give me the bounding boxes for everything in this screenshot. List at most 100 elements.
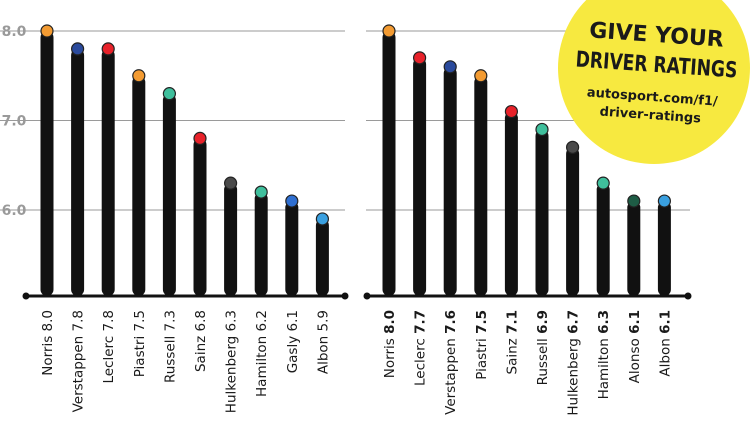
- rating-value: 5.9: [315, 310, 331, 331]
- driver-rating-label: Verstappen 7.8: [71, 310, 87, 412]
- driver-rating-label: Norris 8.0: [40, 310, 56, 376]
- driver-name: Hulkenberg: [566, 334, 582, 416]
- driver-rating-label: Verstappen 7.6: [443, 310, 459, 415]
- bar: [162, 93, 176, 297]
- team-color-dot: [627, 194, 641, 208]
- promo-badge-circle[interactable]: [558, 0, 750, 164]
- team-color-dot: [132, 69, 146, 83]
- driver-ratings-promo-badge[interactable]: GIVE YOUR DRIVER RATINGS autosport.com/f…: [558, 0, 750, 164]
- team-color-dot: [224, 176, 238, 190]
- driver-name: Hamilton: [254, 331, 270, 396]
- team-color-dot: [40, 24, 54, 38]
- rating-value: 7.1: [504, 310, 520, 334]
- bar: [315, 218, 329, 296]
- driver-rating-label: Norris 8.0: [382, 310, 398, 378]
- axis-end-dot: [684, 292, 692, 300]
- rating-value: 6.2: [254, 310, 270, 331]
- driver-rating-label: Albon 6.1: [657, 310, 673, 377]
- driver-rating-label: Piastri 7.5: [132, 310, 148, 377]
- axis-end-dot: [341, 292, 349, 300]
- team-color-dot: [254, 185, 268, 199]
- axis-end-dot: [22, 292, 30, 300]
- driver-name: Norris: [40, 331, 56, 375]
- bar: [285, 201, 299, 296]
- driver-name: Verstappen: [443, 334, 459, 415]
- driver-rating-label: Hulkenberg 6.3: [224, 310, 240, 413]
- team-color-dot: [565, 140, 580, 154]
- bar: [101, 48, 115, 297]
- chart-reader-ratings: Norris 8.0 Leclerc 7.7 Verstappen 7.6 Piast…: [363, 24, 692, 416]
- y-tick-label: 7.0: [2, 114, 27, 130]
- team-color-dot: [596, 176, 610, 190]
- team-color-dot: [657, 194, 672, 208]
- rating-value: 6.9: [535, 310, 551, 334]
- rating-value: 8.0: [40, 310, 56, 331]
- bar: [535, 129, 549, 296]
- driver-rating-label: Hamilton 6.3: [596, 310, 612, 399]
- rating-value: 8.0: [382, 310, 398, 334]
- driver-rating-label: Russell 6.9: [535, 310, 551, 385]
- team-color-dot: [285, 194, 299, 208]
- bar: [382, 31, 396, 296]
- rating-value: 6.3: [596, 310, 612, 334]
- y-tick-label: 8.0: [2, 24, 27, 40]
- driver-name: Piastri: [474, 334, 490, 380]
- bar: [657, 201, 671, 296]
- y-tick-label: 6.0: [2, 203, 27, 219]
- bar: [474, 75, 488, 296]
- driver-name: Hamilton: [596, 334, 612, 399]
- bar: [627, 201, 641, 296]
- rating-value: 6.1: [657, 310, 673, 334]
- driver-name: Verstappen: [71, 331, 87, 412]
- driver-name: Piastri: [132, 331, 148, 377]
- driver-rating-label: Hamilton 6.2: [254, 310, 270, 397]
- driver-name: Sainz: [504, 334, 520, 375]
- driver-rating-label: Hulkenberg 6.7: [566, 310, 582, 416]
- rating-value: 6.8: [193, 310, 209, 331]
- chart-editor-ratings: 8.0 7.0 6.0 Norris 8.0 Verstappen 7.8 Leclerc…: [0, 24, 349, 413]
- bar: [504, 111, 518, 296]
- bar: [413, 57, 427, 296]
- driver-name: Leclerc: [101, 331, 117, 383]
- driver-name: Albon: [657, 334, 673, 377]
- team-color-dot: [315, 212, 329, 226]
- bar: [71, 48, 85, 297]
- team-color-dot: [474, 69, 488, 83]
- driver-rating-label: Russell 7.3: [162, 310, 178, 383]
- rating-value: 7.7: [413, 310, 429, 334]
- team-color-dot: [70, 42, 85, 56]
- rating-value: 7.5: [132, 310, 148, 331]
- team-color-dot: [382, 24, 396, 38]
- bar: [193, 138, 207, 296]
- bar: [254, 192, 268, 296]
- driver-name: Sainz: [193, 331, 209, 372]
- driver-name: Alonso: [627, 334, 643, 383]
- bar: [132, 75, 146, 296]
- bar: [443, 66, 457, 296]
- rating-value: 6.1: [627, 310, 643, 334]
- driver-rating-label: Alonso 6.1: [627, 310, 643, 383]
- team-color-dot: [193, 131, 207, 145]
- team-color-dot: [162, 87, 176, 101]
- rating-value: 7.5: [474, 310, 490, 334]
- driver-name: Norris: [382, 334, 398, 378]
- bar: [566, 147, 580, 296]
- team-color-dot: [504, 104, 518, 119]
- driver-name: Gasly: [285, 331, 301, 373]
- axis-end-dot: [363, 292, 371, 300]
- driver-name: Russell: [535, 334, 551, 386]
- driver-name: Russell: [162, 331, 178, 383]
- rating-value: 6.7: [566, 310, 582, 334]
- rating-value: 6.1: [285, 310, 301, 331]
- bar: [40, 31, 54, 296]
- team-color-dot: [443, 60, 457, 74]
- rating-value: 7.8: [71, 310, 87, 331]
- driver-rating-label: Gasly 6.1: [285, 310, 301, 373]
- rating-value: 6.3: [224, 310, 240, 331]
- driver-rating-label: Sainz 7.1: [504, 310, 520, 374]
- team-color-dot: [535, 122, 549, 137]
- team-color-dot: [413, 51, 427, 65]
- bar: [224, 183, 238, 296]
- driver-rating-label: Leclerc 7.7: [413, 310, 429, 386]
